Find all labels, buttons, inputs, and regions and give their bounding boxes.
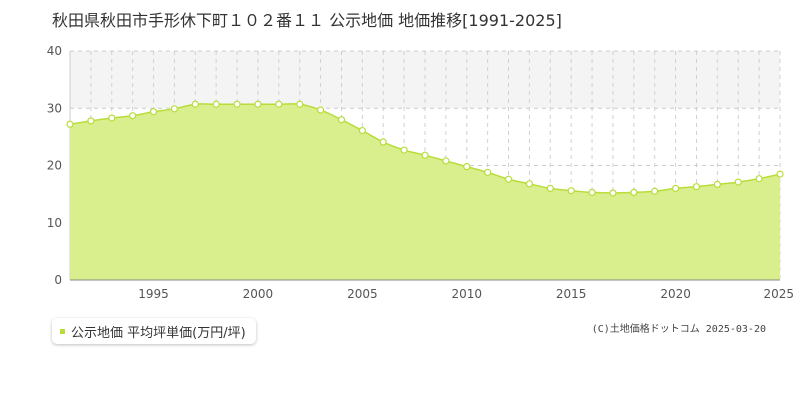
legend-marker [60,328,65,334]
y-tick-label: 10 [47,216,62,230]
y-axis-ticks: 0 10 20 30 40 [47,44,62,287]
data-point [316,106,325,114]
data-point [358,126,366,135]
data-point [504,175,513,183]
data-point [588,188,596,197]
x-tick-label: 2020 [660,287,691,301]
data-point [671,184,680,192]
legend: 公示地価 平均坪単価(万円/坪) [52,318,256,344]
data-point [170,105,179,113]
data-point [651,187,659,195]
data-point [776,170,784,178]
y-tick-label: 0 [54,273,62,287]
data-point [609,189,617,197]
x-axis-ticks: 1995 2000 2005 2010 2015 2020 2025 [138,287,794,301]
data-point [546,184,554,192]
data-point [254,100,262,108]
chart-title: 秋田県秋田市手形休下町１０２番１１ 公示地価 地価推移[1991-2025] [52,11,562,30]
data-point [129,112,137,120]
data-point [755,175,763,183]
data-point [484,168,492,176]
copyright-credit: (C)土地価格ドットコム 2025-03-20 [591,324,766,335]
y-tick-label: 20 [47,159,62,173]
data-point [149,108,158,116]
data-point [567,187,575,195]
data-point [463,163,471,171]
data-point [713,180,721,188]
data-point [212,100,220,108]
data-point [525,180,534,188]
x-tick-label: 2025 [763,287,794,301]
data-point [421,151,429,159]
data-point [296,100,304,108]
data-point [692,183,701,191]
data-point [442,157,450,165]
x-tick-label: 2015 [556,287,587,301]
x-tick-label: 2010 [451,287,482,301]
data-point [379,138,387,146]
data-point [734,178,742,186]
data-point [233,100,241,108]
data-point [191,100,199,108]
data-point [66,120,74,128]
data-point [630,188,638,197]
x-tick-label: 2000 [243,287,274,301]
y-tick-label: 30 [47,101,62,115]
x-tick-label: 1995 [138,287,169,301]
legend-label: 公示地価 平均坪単価(万円/坪) [71,325,246,341]
data-point [337,116,346,124]
y-tick-label: 40 [47,44,62,58]
series-area [70,103,780,281]
data-point [275,100,283,108]
data-point [400,146,408,154]
x-tick-label: 2005 [347,287,378,301]
data-point [108,114,116,122]
data-point [87,117,95,125]
series-points [66,100,784,197]
